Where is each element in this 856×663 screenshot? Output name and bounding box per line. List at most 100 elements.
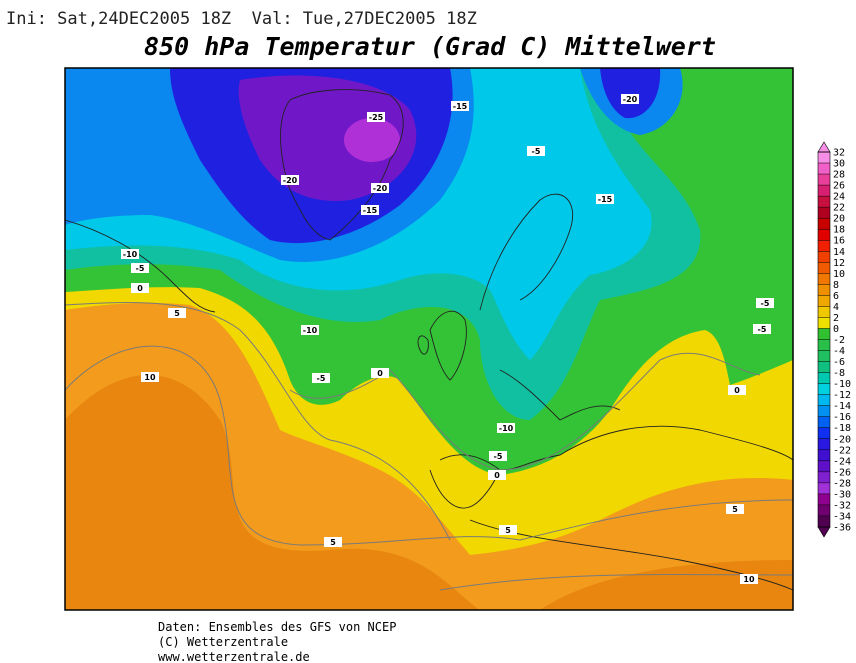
colorbar-tick-label: -20 [833, 434, 851, 445]
contour-label: -20 [621, 94, 639, 104]
colorbar-band [818, 273, 830, 285]
contour-label-text: -10 [123, 250, 138, 259]
header: Ini: Sat,24DEC2005 18Z Val: Tue,27DEC200… [6, 9, 477, 29]
colorbar-tick-label: -10 [833, 379, 851, 390]
contour-label-box [281, 175, 299, 185]
colorbar-band [818, 229, 830, 241]
contour-label-text: 10 [144, 373, 156, 382]
contour-label-box [371, 183, 389, 193]
contour-label-box [371, 368, 389, 378]
contour-label-box [121, 249, 139, 259]
contour-label: -20 [281, 175, 299, 185]
colorbar: 32302826242220181614121086420-2-4-6-8-10… [817, 141, 851, 538]
cold-core [344, 118, 400, 162]
contour-label-text: 5 [174, 309, 180, 318]
contour-label: -5 [489, 451, 507, 461]
colorbar-band [818, 218, 830, 230]
contour-label: 5 [168, 308, 186, 318]
contour-label: -10 [301, 325, 319, 335]
colorbar-band [818, 207, 830, 219]
contour-label-text: -5 [532, 147, 541, 156]
contour-label-text: 5 [330, 538, 336, 547]
contour-label-box [728, 385, 746, 395]
cold-core [238, 75, 417, 201]
colorbar-tick-label: 14 [833, 247, 845, 258]
colorbar-tick-label: -12 [833, 390, 851, 401]
colorbar-tick-label: -30 [833, 489, 851, 500]
colorbar-band [818, 361, 830, 374]
contour-label-text: -20 [623, 95, 638, 104]
contour-label-box [497, 423, 515, 433]
contour-label-text: -5 [758, 325, 767, 334]
colorbar-tick-label: -24 [833, 456, 851, 467]
colorbar-tick-label: 4 [833, 302, 839, 313]
map-frame [64, 67, 794, 611]
contour-label: -10 [497, 423, 515, 433]
colorbar-tick-label: 30 [833, 159, 845, 170]
contour-label-text: -5 [494, 452, 503, 461]
contour-label-box [527, 146, 545, 156]
colorbar-tick-label: 10 [833, 269, 845, 280]
colorbar-band [818, 240, 830, 252]
contour-label: 10 [740, 574, 758, 584]
contour-label-text: -10 [303, 326, 318, 335]
contour-label-text: 0 [137, 284, 143, 293]
contour-label-box [168, 308, 186, 318]
warm-core [540, 560, 793, 610]
colorbar-tick-label: 12 [833, 258, 845, 269]
contour-label: -5 [312, 373, 330, 383]
cold-core [600, 68, 661, 119]
contour-label: 5 [726, 504, 744, 514]
colorbar-band [818, 350, 830, 363]
contour-label: -5 [756, 298, 774, 308]
contour-label: -25 [367, 112, 385, 122]
colorbar-band [818, 372, 830, 385]
contour-label-box [740, 574, 758, 584]
colorbar-tick-label: 20 [833, 214, 845, 225]
contour-label-box [141, 372, 159, 382]
contour-label-text: -5 [761, 299, 770, 308]
colorbar-tick-label: -26 [833, 467, 851, 478]
contour-label-text: -5 [136, 264, 145, 273]
colorbar-tick-label: -32 [833, 500, 851, 511]
contour-label: -5 [527, 146, 545, 156]
colorbar-tick-label: -4 [833, 346, 845, 357]
colorbar-tick-label: 22 [833, 203, 845, 214]
title: 850 hPa Temperatur (Grad C) Mittelwert [144, 32, 716, 61]
colorbar-band [818, 317, 830, 329]
colorbar-band [818, 460, 830, 473]
contour-label: -15 [596, 194, 614, 204]
colorbar-band [818, 306, 830, 318]
footer-line: www.wetterzentrale.de [158, 650, 310, 663]
warm-core [65, 375, 480, 610]
colorbar-band [818, 383, 830, 396]
colorbar-tick-label: -14 [833, 401, 851, 412]
contour-label: -15 [451, 101, 469, 111]
colorbar-band [818, 262, 830, 274]
contour-label-text: 0 [494, 471, 500, 480]
contour-label: 5 [324, 537, 342, 547]
contour-label: 0 [728, 385, 746, 395]
contour-label-text: -15 [453, 102, 468, 111]
contour-label-text: -25 [369, 113, 384, 122]
colorbar-tick-label: -2 [833, 335, 845, 346]
contour-label-box [312, 373, 330, 383]
colorbar-band [818, 328, 830, 340]
colorbar-tick-label: -22 [833, 445, 851, 456]
contour-label-box [488, 470, 506, 480]
colorbar-tick-label: 18 [833, 225, 845, 236]
footer-line: (C) Wetterzentrale [158, 635, 288, 649]
colorbar-band [818, 438, 830, 451]
contour-label-box [361, 205, 379, 215]
contour-label-box [131, 263, 149, 273]
contour-label-box [131, 283, 149, 293]
colorbar-tick-label: 8 [833, 280, 839, 291]
coastlines [65, 89, 793, 591]
colorbar-tick-label: 16 [833, 236, 845, 247]
colorbar-tick-label: -16 [833, 412, 851, 423]
colorbar-tick-label: -28 [833, 478, 851, 489]
contour-label-box [324, 537, 342, 547]
contour-label-text: -20 [373, 184, 388, 193]
contour-label-text: -20 [283, 176, 298, 185]
contour-label-text: -15 [598, 195, 613, 204]
